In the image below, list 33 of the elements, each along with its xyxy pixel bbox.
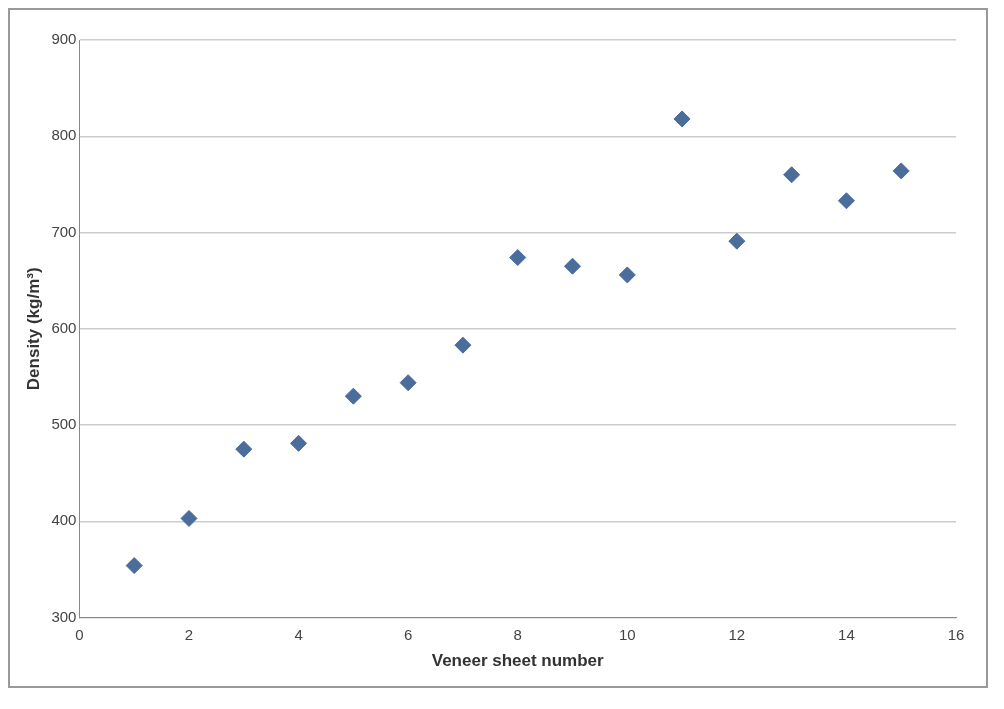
- point: [892, 162, 910, 180]
- point: [344, 387, 362, 405]
- x-tick-label: 4: [294, 625, 303, 643]
- point: [235, 440, 253, 458]
- point: [837, 192, 855, 210]
- y-tick-label: 800: [51, 126, 77, 144]
- point: [564, 257, 581, 275]
- x-tick-label: 2: [184, 625, 194, 643]
- y-tick-label: 900: [51, 30, 77, 48]
- x-tick-label: 10: [618, 625, 636, 643]
- y-tick-label: 300: [51, 607, 77, 625]
- point: [125, 557, 143, 575]
- point: [290, 434, 308, 452]
- x-axis-title: Veneer sheet number: [431, 651, 605, 671]
- point: [399, 374, 417, 392]
- x-tick-label: 12: [728, 625, 746, 643]
- point: [509, 249, 527, 267]
- y-tick-label: 600: [51, 318, 77, 336]
- y-axis-title: Density (kg/m³): [23, 267, 43, 391]
- x-tick-label: 14: [838, 625, 855, 643]
- y-tick-label: 500: [51, 415, 77, 433]
- x-tick-label: 16: [947, 625, 965, 643]
- point: [618, 266, 636, 284]
- x-tick-label: 8: [513, 625, 522, 643]
- y-tick-label: 400: [51, 511, 77, 529]
- point: [673, 110, 691, 128]
- point: [728, 232, 746, 250]
- point: [454, 336, 472, 354]
- x-tick-label: 0: [75, 625, 84, 643]
- point: [783, 166, 801, 184]
- x-tick-label: 6: [403, 625, 413, 643]
- point: [180, 509, 198, 527]
- y-tick-label: 700: [51, 222, 77, 240]
